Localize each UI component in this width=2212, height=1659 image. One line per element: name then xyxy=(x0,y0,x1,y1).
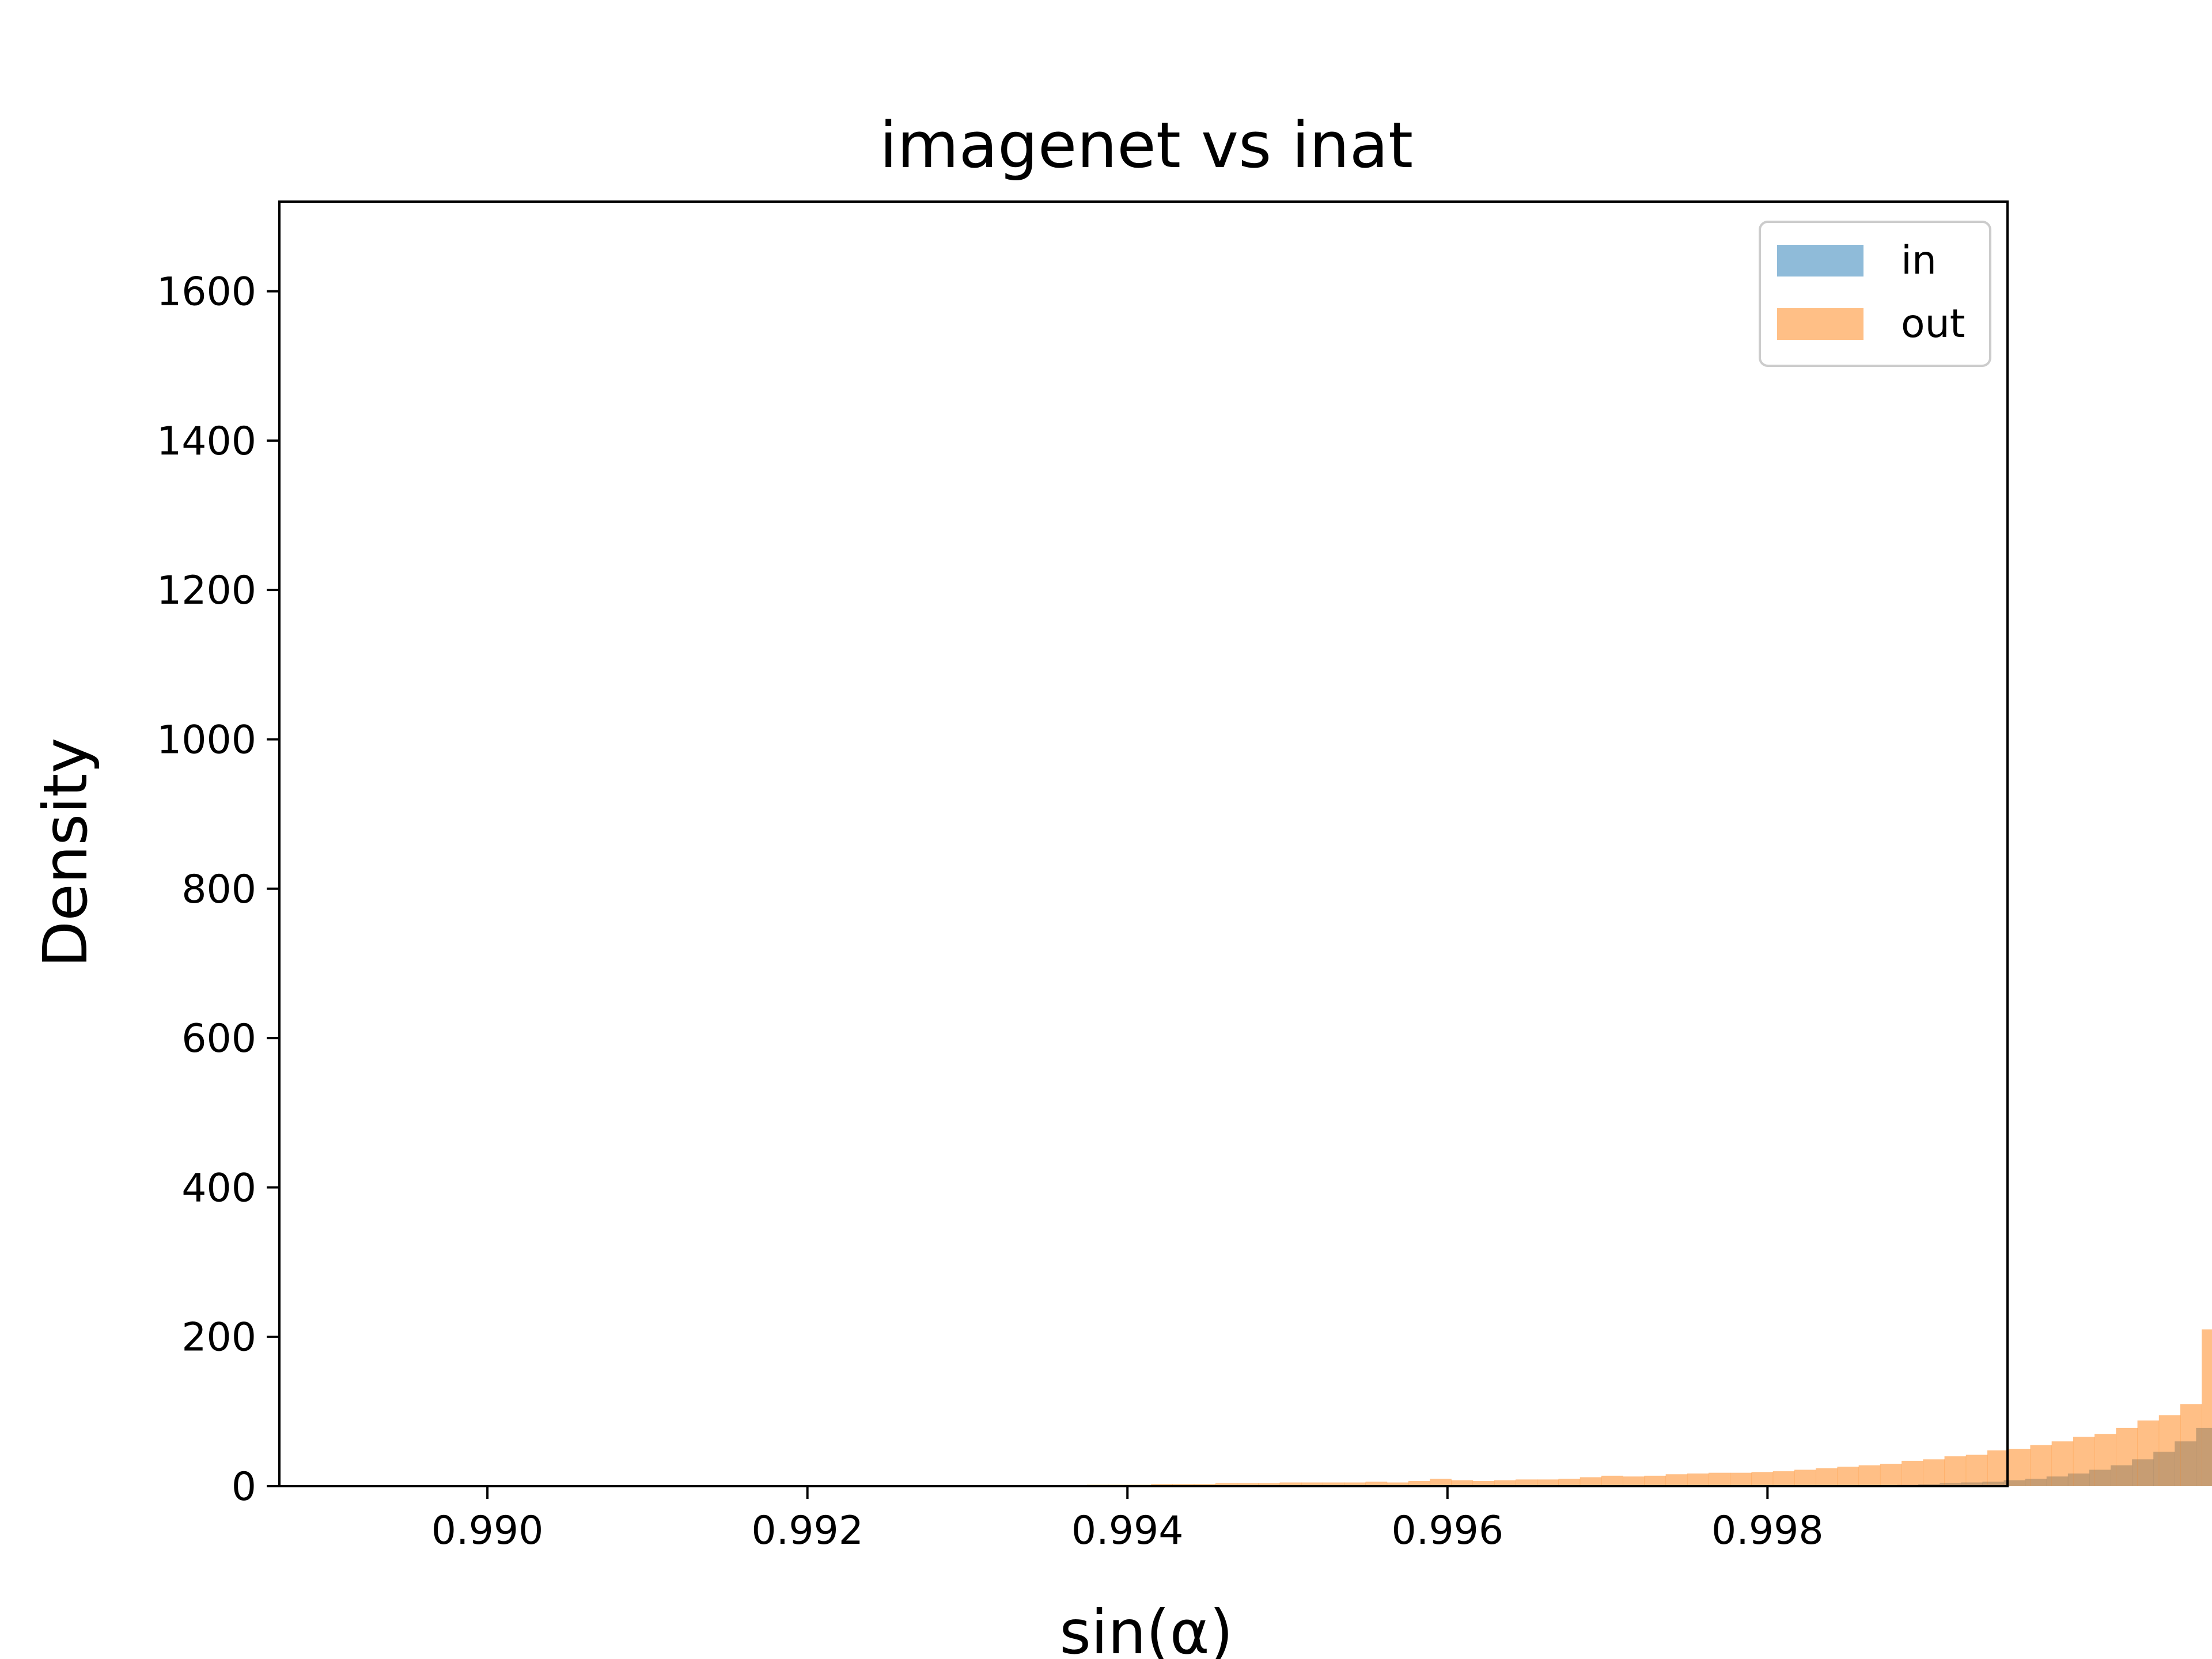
y-tick-label-5: 1000 xyxy=(157,717,256,763)
bar-out-70 xyxy=(2180,1404,2202,1486)
bar-out-61 xyxy=(1987,1450,2009,1486)
bar-out-51 xyxy=(1772,1471,1795,1486)
bar-out-57 xyxy=(1902,1460,1923,1486)
bar-out-62 xyxy=(2009,1449,2031,1486)
legend-swatch-out xyxy=(1777,308,1863,340)
bar-out-31 xyxy=(1344,1482,1366,1486)
bar-out-58 xyxy=(1923,1459,1945,1486)
bar-out-44 xyxy=(1623,1476,1645,1486)
x-tick-label-4: 0.998 xyxy=(1711,1508,1824,1554)
bar-out-33 xyxy=(1387,1482,1409,1486)
chart-title: imagenet vs inat xyxy=(880,108,1413,182)
bar-out-69 xyxy=(2158,1415,2181,1486)
bar-out-63 xyxy=(2030,1445,2052,1486)
x-tick-label-3: 0.996 xyxy=(1391,1508,1503,1554)
bar-out-66 xyxy=(2094,1434,2116,1486)
bar-out-26 xyxy=(1237,1483,1259,1486)
bar-out-34 xyxy=(1408,1480,1430,1486)
bar-out-42 xyxy=(1580,1477,1602,1486)
bar-out-32 xyxy=(1365,1482,1388,1486)
bar-out-47 xyxy=(1687,1473,1709,1486)
bar-out-43 xyxy=(1601,1475,1623,1486)
bar-out-65 xyxy=(2073,1437,2095,1486)
bar-out-46 xyxy=(1665,1474,1688,1486)
x-tick-label-1: 0.992 xyxy=(751,1508,863,1554)
bar-out-50 xyxy=(1751,1472,1774,1486)
bar-out-45 xyxy=(1644,1475,1666,1486)
bar-out-52 xyxy=(1794,1469,1816,1486)
bar-out-30 xyxy=(1323,1482,1344,1486)
y-tick-label-4: 800 xyxy=(181,867,256,912)
bar-out-49 xyxy=(1730,1472,1752,1486)
bar-out-35 xyxy=(1430,1479,1452,1486)
bars-layer xyxy=(679,1329,2212,1486)
y-tick-label-7: 1400 xyxy=(157,419,256,464)
bar-out-53 xyxy=(1816,1468,1838,1486)
y-axis-ticks: 0 200 400 600 800 1000 1200 1400 1600 xyxy=(157,270,279,1510)
bar-out-41 xyxy=(1558,1479,1581,1486)
legend: in out xyxy=(1759,221,1991,367)
bar-out-29 xyxy=(1301,1482,1323,1486)
y-axis-label: Density xyxy=(31,737,101,967)
x-tick-label-0: 0.990 xyxy=(431,1508,544,1554)
bar-out-59 xyxy=(1944,1456,1967,1486)
bar-out-28 xyxy=(1279,1482,1302,1486)
x-axis-label: sin(α) xyxy=(1059,1597,1233,1659)
bar-out-39 xyxy=(1516,1479,1537,1486)
y-tick-label-8: 1600 xyxy=(157,270,256,315)
y-tick-label-3: 600 xyxy=(181,1016,256,1062)
plot-frame xyxy=(278,200,2009,1487)
y-tick-label-6: 1200 xyxy=(157,568,256,613)
legend-label-in: in xyxy=(1901,238,1937,283)
bar-out-60 xyxy=(1965,1455,1988,1486)
bar-out-71 xyxy=(2202,1329,2212,1486)
bar-out-38 xyxy=(1494,1480,1516,1486)
bar-out-25 xyxy=(1215,1483,1237,1486)
bar-out-64 xyxy=(2051,1441,2074,1486)
bar-out-27 xyxy=(1258,1483,1281,1486)
bar-out-48 xyxy=(1709,1472,1730,1486)
x-axis-ticks: 0.990 0.992 0.994 0.996 0.998 xyxy=(431,1486,1824,1554)
series-out xyxy=(679,1329,2212,1486)
bar-out-56 xyxy=(1880,1464,1902,1486)
bar-out-36 xyxy=(1451,1480,1474,1486)
bar-out-55 xyxy=(1858,1465,1881,1486)
y-tick-label-0: 0 xyxy=(232,1464,256,1510)
bar-out-67 xyxy=(2116,1427,2138,1486)
y-tick-label-2: 400 xyxy=(181,1165,256,1211)
bar-out-40 xyxy=(1537,1479,1559,1486)
legend-label-out: out xyxy=(1901,301,1965,347)
legend-swatch-in xyxy=(1777,245,1863,276)
bar-out-54 xyxy=(1837,1467,1859,1486)
bar-out-37 xyxy=(1472,1480,1495,1486)
x-tick-label-2: 0.994 xyxy=(1071,1508,1184,1554)
bar-out-68 xyxy=(2137,1420,2160,1486)
y-tick-label-1: 200 xyxy=(181,1315,256,1361)
